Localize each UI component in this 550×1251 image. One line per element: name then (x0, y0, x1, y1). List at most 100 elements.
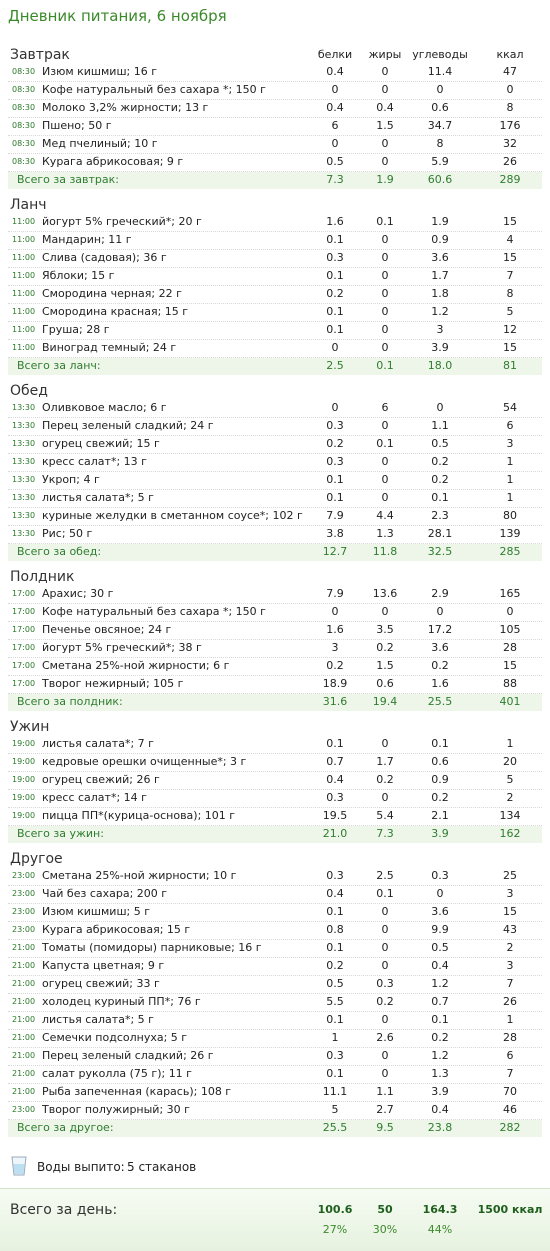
item-value: 11.1 (322, 1085, 348, 1098)
item-value: 1.2 (431, 1049, 449, 1062)
item-value: 20 (503, 755, 517, 768)
item-value: 0.1 (326, 1013, 344, 1026)
column-header: белки (317, 48, 353, 61)
item-name: Творог полужирный; 30 г (42, 1103, 190, 1116)
item-name: Виноград темный; 24 г (42, 341, 177, 354)
section-total-value: 2.5 (326, 359, 344, 372)
item-time: 08:30 (12, 67, 36, 76)
column-header: жиры (368, 48, 402, 61)
item-value: 1.2 (431, 977, 449, 990)
item-value: 0.1 (376, 215, 394, 228)
row-divider (8, 993, 542, 994)
item-value: 1.1 (376, 1085, 394, 1098)
item-value: 0.5 (326, 155, 344, 168)
item-time: 17:00 (12, 607, 36, 616)
item-value: 0.8 (326, 923, 344, 936)
item-value: 3 (331, 641, 339, 654)
item-value: 0.5 (431, 437, 449, 450)
item-value: 2.9 (431, 587, 449, 600)
item-value: 0.2 (326, 437, 344, 450)
section-total-value: 31.6 (322, 695, 348, 708)
item-time: 17:00 (12, 643, 36, 652)
section-total-value: 285 (499, 545, 521, 558)
item-value: 0.5 (326, 977, 344, 990)
item-value: 26 (503, 995, 517, 1008)
row-divider (8, 771, 542, 772)
item-name: куриные желудки в сметанном соусе*; 102 … (42, 509, 303, 522)
item-time: 21:00 (12, 1051, 36, 1060)
row-divider (8, 693, 542, 694)
item-time: 19:00 (12, 811, 36, 820)
item-value: 1.6 (431, 677, 449, 690)
item-time: 13:30 (12, 421, 36, 430)
page-title: Дневник питания, 6 ноября (8, 7, 227, 25)
row-divider (8, 99, 542, 100)
section-total-value: 162 (499, 827, 521, 840)
item-value: 0.4 (326, 887, 344, 900)
item-value: 0 (381, 233, 389, 246)
item-value: 0.4 (326, 773, 344, 786)
item-value: 1.8 (431, 287, 449, 300)
item-value: 4 (506, 233, 514, 246)
item-value: 0.1 (326, 905, 344, 918)
section-total-value: 7.3 (376, 827, 394, 840)
item-value: 8 (506, 287, 514, 300)
item-value: 0 (436, 605, 444, 618)
item-name: Курага абрикосовая; 15 г (42, 923, 191, 936)
item-name: Оливковое масло; 6 г (42, 401, 167, 414)
item-value: 0.3 (326, 251, 344, 264)
item-time: 11:00 (12, 289, 36, 298)
item-value: 2.1 (431, 809, 449, 822)
item-value: 0.1 (376, 887, 394, 900)
item-value: 15 (503, 905, 517, 918)
row-divider (8, 1011, 542, 1012)
section-title: Обед (10, 383, 48, 399)
item-value: 1 (506, 473, 514, 486)
item-value: 0.3 (326, 869, 344, 882)
item-time: 21:00 (12, 961, 36, 970)
item-name: Творог нежирный; 105 г (42, 677, 184, 690)
item-name: Семечки подсолнуха; 5 г (42, 1031, 188, 1044)
item-value: 165 (499, 587, 521, 600)
item-value: 1 (506, 1013, 514, 1026)
item-value: 0 (506, 83, 514, 96)
item-value: 0 (381, 419, 389, 432)
row-divider (8, 285, 542, 286)
section-total-label: Всего за полдник: (17, 695, 123, 708)
item-name: холодец куриный ПП*; 76 г (42, 995, 201, 1008)
item-name: огурец свежий; 33 г (42, 977, 160, 990)
item-name: Кофе натуральный без сахара *; 150 г (42, 605, 266, 618)
item-time: 21:00 (12, 997, 36, 1006)
item-value: 0 (331, 341, 339, 354)
item-value: 0 (436, 401, 444, 414)
row-divider (8, 543, 542, 544)
item-name: Сметана 25%-ной жирности; 6 г (42, 659, 230, 672)
item-name: листья салата*; 5 г (42, 1013, 154, 1026)
item-value: 0.1 (376, 437, 394, 450)
item-time: 13:30 (12, 511, 36, 520)
item-name: Мандарин; 11 г (42, 233, 132, 246)
item-time: 11:00 (12, 217, 36, 226)
item-value: 0.1 (326, 737, 344, 750)
section-total-label: Всего за завтрак: (17, 173, 120, 186)
item-name: Изюм кишмиш; 5 г (42, 905, 150, 918)
section-total-value: 23.8 (427, 1121, 453, 1134)
section-total-value: 32.5 (427, 545, 453, 558)
item-name: кресс салат*; 14 г (42, 791, 147, 804)
row-divider (8, 339, 542, 340)
item-value: 34.7 (427, 119, 453, 132)
row-divider (8, 825, 542, 826)
item-value: 0.7 (431, 995, 449, 1008)
row-divider (8, 1101, 542, 1102)
item-value: 15 (503, 659, 517, 672)
item-time: 13:30 (12, 457, 36, 466)
item-value: 0.2 (326, 659, 344, 672)
row-divider (8, 321, 542, 322)
section-title: Полдник (10, 569, 75, 585)
item-value: 0 (381, 491, 389, 504)
day-total-value: 1500 ккал (477, 1203, 543, 1216)
item-time: 21:00 (12, 979, 36, 988)
row-divider (8, 939, 542, 940)
row-divider (8, 489, 542, 490)
section-total-label: Всего за другое: (17, 1121, 114, 1134)
